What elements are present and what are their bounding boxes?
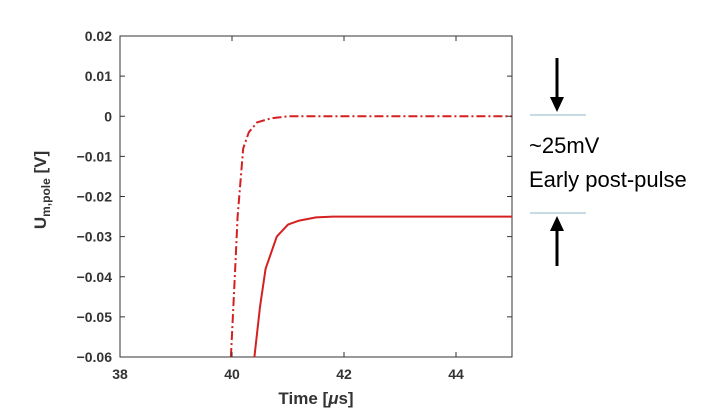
series-line-solid — [253, 215, 512, 358]
y-tick-label: 0 — [104, 108, 112, 124]
y-tick-label: −0.06 — [77, 349, 113, 365]
x-axis-title-mu: μ — [327, 389, 339, 408]
x-axis-title: Time [μs] — [278, 389, 353, 408]
plot-area — [119, 35, 513, 358]
x-tick-label: 42 — [336, 366, 352, 382]
annotation-line-1: ~25mV — [529, 133, 600, 158]
up-arrow-icon — [550, 216, 564, 231]
x-axis-title-main: Time [ — [278, 389, 328, 408]
y-tick-label: 0.02 — [85, 28, 112, 44]
y-tick-label: −0.04 — [77, 269, 113, 285]
y-axis-title-sub: m,pole — [39, 178, 53, 217]
y-axis-title-unit: [V] — [31, 151, 50, 178]
x-tick-label: 40 — [224, 366, 240, 382]
x-axis-title-rest: s] — [338, 389, 353, 408]
y-tick-label: 0.01 — [85, 68, 112, 84]
y-tick-label: −0.05 — [77, 309, 113, 325]
y-tick-label: −0.03 — [77, 229, 113, 245]
series-line-dash-dot — [229, 115, 512, 358]
y-tick-label: −0.01 — [77, 148, 113, 164]
x-tick-label: 38 — [112, 366, 128, 382]
down-arrow-icon — [550, 97, 564, 112]
annotation-line-2: Early post-pulse — [529, 167, 687, 192]
tick-layer: 38 40 42 44 0.02 0.01 0 −0.01 −0.02 −0.03 −0.04 −0.… — [77, 28, 512, 382]
series-layer — [229, 115, 512, 358]
y-axis-title: Um,pole [V] — [31, 151, 53, 229]
y-tick-label: −0.02 — [77, 189, 113, 205]
x-tick-label: 44 — [448, 366, 464, 382]
y-axis-title-main: U — [31, 217, 50, 229]
